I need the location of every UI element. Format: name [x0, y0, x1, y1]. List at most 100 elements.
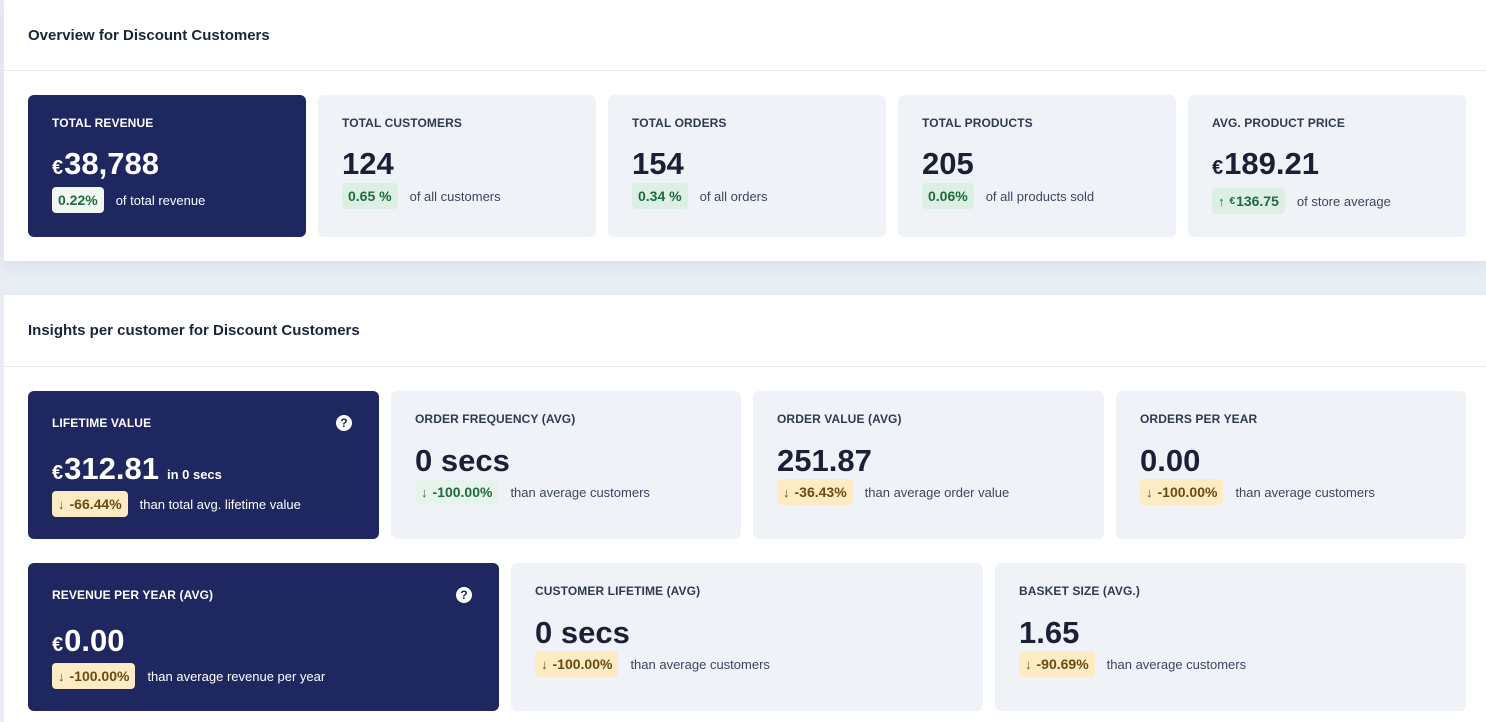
- value-number: 0.00: [64, 623, 125, 658]
- badge-caption: than average customers: [1106, 656, 1247, 672]
- help-icon[interactable]: ?: [336, 415, 352, 431]
- arrow-up-icon: ↑: [1218, 193, 1225, 209]
- badge-caption: of total revenue: [115, 192, 206, 208]
- card-basket-size: BASKET SIZE (AVG.) 1.65 ↓ -90.69% than av…: [995, 563, 1466, 711]
- card-label: CUSTOMER LIFETIME (AVG): [535, 584, 701, 598]
- card-subrow: 0.65 % of all customers: [342, 183, 501, 209]
- delta-badge: ↓ -100.00%: [1140, 479, 1224, 505]
- delta-badge: ↓ -100.00%: [52, 663, 136, 689]
- arrow-down-icon: ↓: [1146, 484, 1153, 500]
- card-label: ORDERS PER YEAR: [1140, 412, 1258, 426]
- card-label: TOTAL REVENUE: [52, 116, 154, 130]
- currency-symbol: €: [52, 634, 64, 656]
- card-subrow: 0.34 % of all orders: [632, 183, 768, 209]
- card-value: €0.00: [52, 623, 124, 659]
- badge-value: -90.69%: [1036, 656, 1089, 672]
- card-revenue-per-year: REVENUE PER YEAR (AVG) ? €0.00 ↓ -100.00%…: [28, 563, 499, 711]
- card-value: 0 secs: [535, 615, 630, 650]
- badge-value: -66.44%: [69, 496, 122, 512]
- card-label: TOTAL PRODUCTS: [922, 116, 1033, 130]
- card-avg-product-price: AVG. PRODUCT PRICE €189.21 ↑ €136.75 of s…: [1188, 95, 1466, 237]
- card-subrow: ↓ -100.00% than average customers: [415, 479, 650, 505]
- card-label: AVG. PRODUCT PRICE: [1212, 116, 1345, 130]
- badge-value: -100.00%: [1157, 484, 1218, 500]
- value-suffix: in 0 secs: [166, 467, 222, 482]
- card-label: BASKET SIZE (AVG.): [1019, 584, 1140, 598]
- card-value: 1.65: [1019, 615, 1080, 650]
- delta-badge: ↓ -36.43%: [777, 479, 853, 505]
- card-subrow: ↓ -100.00% than average revenue per year: [52, 663, 325, 689]
- badge-caption: than average customers: [630, 656, 770, 672]
- card-subrow: ↓ -90.69% than average customers: [1019, 651, 1246, 677]
- currency-symbol: €: [52, 462, 64, 484]
- card-value: 251.87: [777, 443, 872, 478]
- percentage-badge: 0.22%: [52, 187, 104, 213]
- badge-value: -100.00%: [69, 668, 130, 684]
- insights-title: Insights per customer for Discount Custo…: [28, 322, 360, 339]
- card-value: 205: [922, 146, 974, 181]
- card-total-orders: TOTAL ORDERS 154 0.34 % of all orders: [608, 95, 886, 237]
- card-total-products: TOTAL PRODUCTS 205 0.06% of all products…: [898, 95, 1176, 237]
- card-subrow: ↓ -66.44% than total avg. lifetime value: [52, 491, 301, 517]
- badge-caption: of store average: [1296, 193, 1391, 209]
- divider: [4, 70, 1486, 71]
- card-subrow: 0.06% of all products sold: [922, 183, 1094, 209]
- currency-symbol: €: [52, 157, 64, 179]
- arrow-down-icon: ↓: [783, 484, 790, 500]
- delta-badge: ↓ -100.00%: [415, 479, 499, 505]
- delta-badge: ↑ €136.75: [1212, 188, 1285, 214]
- card-value: 0.00: [1140, 443, 1201, 478]
- card-subrow: ↓ -100.00% than average customers: [1140, 479, 1375, 505]
- value-number: 312.81: [64, 451, 159, 486]
- card-label: ORDER VALUE (AVG): [777, 412, 902, 426]
- card-subrow: 0.22% of total revenue: [52, 187, 205, 213]
- badge-caption: than total avg. lifetime value: [139, 496, 301, 512]
- badge-caption: than average customers: [510, 484, 650, 500]
- badge-value: 136.75: [1236, 193, 1279, 209]
- card-label: ORDER FREQUENCY (AVG): [415, 412, 576, 426]
- card-value: 124: [342, 146, 394, 181]
- arrow-down-icon: ↓: [541, 656, 548, 672]
- overview-title: Overview for Discount Customers: [28, 27, 270, 44]
- currency-symbol: €: [1212, 157, 1224, 179]
- card-subrow: ↓ -36.43% than average order value: [777, 479, 1009, 505]
- card-subrow: ↓ -100.00% than average customers: [535, 651, 770, 677]
- divider: [4, 366, 1486, 367]
- card-customer-lifetime: CUSTOMER LIFETIME (AVG) 0 secs ↓ -100.00%…: [511, 563, 983, 711]
- card-lifetime-value: LIFETIME VALUE ? €312.81 in 0 secs ↓ -66.4…: [28, 391, 379, 539]
- badge-value: -100.00%: [552, 656, 613, 672]
- card-label: TOTAL CUSTOMERS: [342, 116, 462, 130]
- card-value: €189.21: [1212, 146, 1319, 182]
- card-label: LIFETIME VALUE: [52, 416, 152, 430]
- insights-panel: Insights per customer for Discount Custo…: [4, 295, 1486, 722]
- badge-value: -100.00%: [432, 484, 493, 500]
- badge-caption: than average order value: [864, 484, 1010, 500]
- percentage-badge: 0.34 %: [632, 183, 688, 209]
- delta-badge: ↓ -100.00%: [535, 651, 619, 677]
- card-label: TOTAL ORDERS: [632, 116, 727, 130]
- percentage-badge: 0.06%: [922, 183, 974, 209]
- card-value: 154: [632, 146, 684, 181]
- value-number: 189.21: [1224, 146, 1319, 181]
- arrow-down-icon: ↓: [58, 668, 65, 684]
- badge-caption: of all orders: [699, 188, 768, 204]
- badge-value: -36.43%: [794, 484, 847, 500]
- arrow-down-icon: ↓: [1025, 656, 1032, 672]
- card-order-value: ORDER VALUE (AVG) 251.87 ↓ -36.43% than a…: [753, 391, 1104, 539]
- card-value: 0 secs: [415, 443, 510, 478]
- currency-symbol: €: [1229, 195, 1236, 207]
- badge-caption: than average customers: [1235, 484, 1375, 500]
- delta-badge: ↓ -66.44%: [52, 491, 128, 517]
- card-value: €312.81 in 0 secs: [52, 451, 222, 487]
- card-subrow: ↑ €136.75 of store average: [1212, 188, 1391, 214]
- card-value: €38,788: [52, 146, 159, 182]
- card-total-revenue: TOTAL REVENUE €38,788 0.22% of total rev…: [28, 95, 306, 237]
- value-number: 38,788: [64, 146, 159, 181]
- overview-panel: Overview for Discount Customers TOTAL RE…: [4, 0, 1486, 261]
- card-orders-per-year: ORDERS PER YEAR 0.00 ↓ -100.00% than aver…: [1116, 391, 1466, 539]
- badge-caption: of all products sold: [985, 188, 1095, 204]
- delta-badge: ↓ -90.69%: [1019, 651, 1095, 677]
- help-icon[interactable]: ?: [456, 587, 472, 603]
- arrow-down-icon: ↓: [421, 484, 428, 500]
- badge-caption: of all customers: [409, 188, 501, 204]
